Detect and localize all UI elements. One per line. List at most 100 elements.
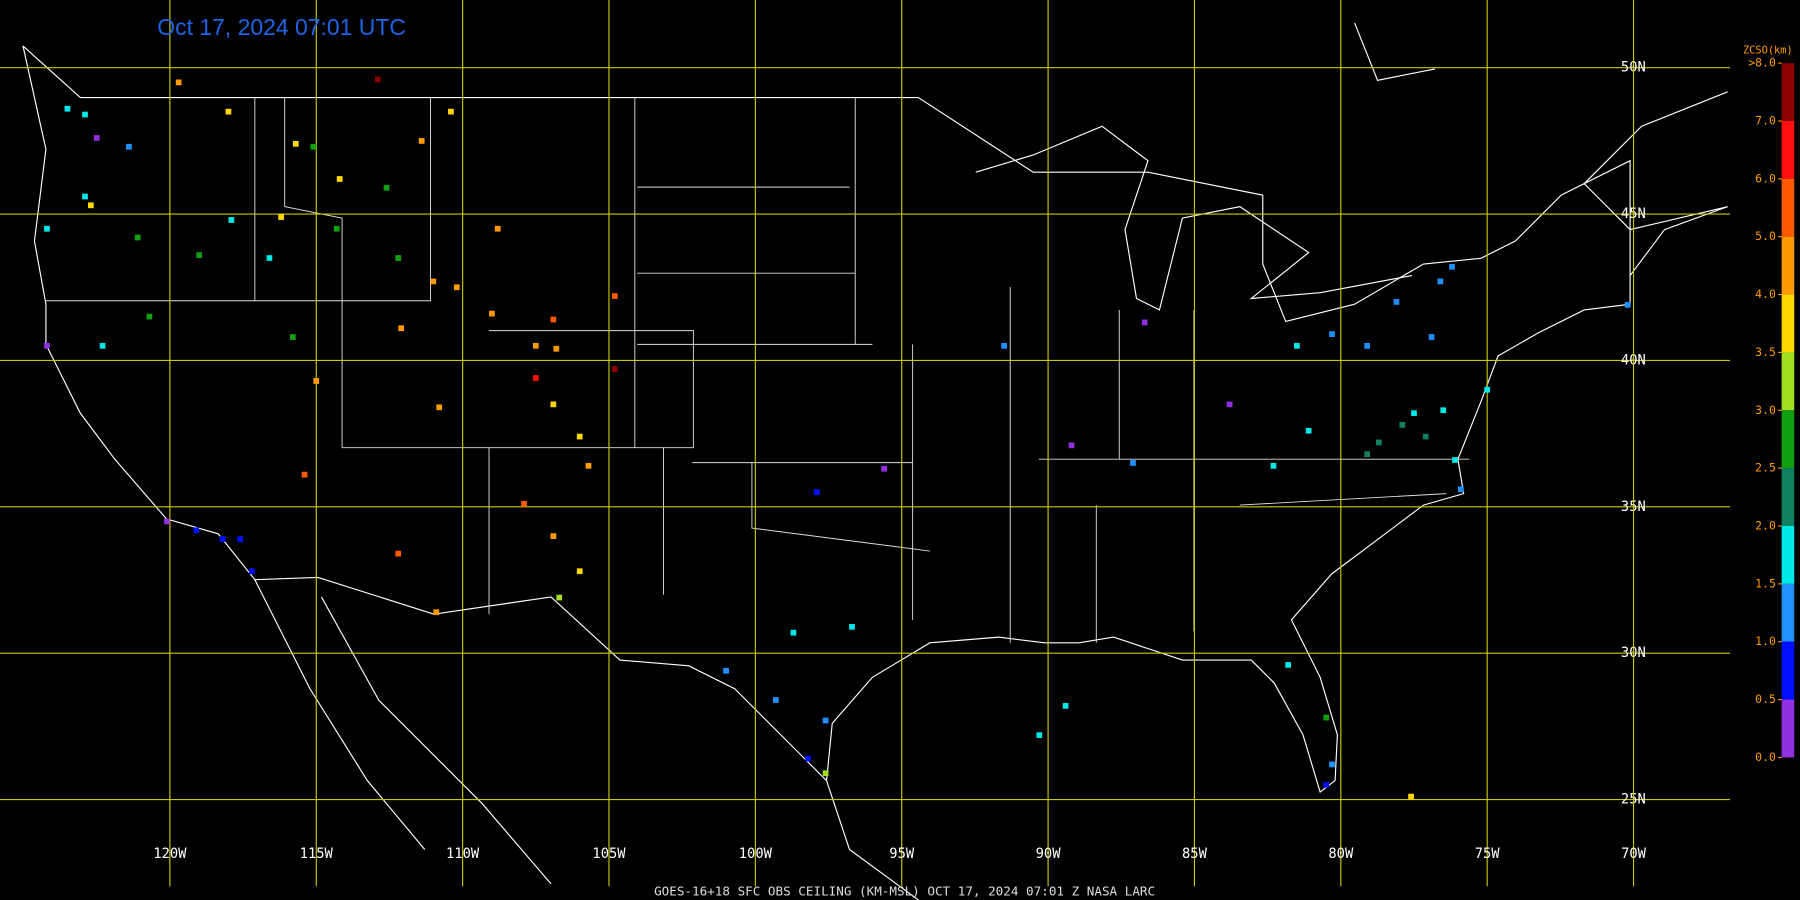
station-ob (790, 629, 797, 636)
station-ob (822, 717, 829, 724)
station-ob (225, 108, 232, 115)
station-ob (1323, 782, 1330, 788)
station-ob (248, 568, 255, 575)
station-ob (489, 310, 495, 317)
station-ob (1411, 410, 1417, 417)
station-ob (805, 755, 811, 762)
colorbar-segment (1781, 352, 1795, 411)
station-ob (82, 111, 88, 118)
station-ob (1440, 407, 1447, 414)
colorbar-title: ZCSO(km) (1743, 45, 1793, 57)
lon-label: 120W (153, 846, 187, 862)
station-ob (64, 105, 71, 112)
station-ob (1393, 299, 1400, 305)
colorbar-label: 4.0 (1755, 287, 1776, 301)
colorbar-segment (1781, 699, 1795, 758)
station-ob (44, 225, 50, 232)
station-ob (1130, 460, 1136, 466)
colorbar-segment (1781, 236, 1795, 295)
colorbar-label: 0.0 (1755, 750, 1776, 764)
station-ob (1141, 319, 1148, 326)
station-ob (1323, 714, 1330, 721)
station-ob (292, 140, 299, 147)
station-ob (576, 568, 583, 575)
station-ob (1624, 301, 1631, 308)
mexico-coast (254, 579, 919, 900)
station-ob (1364, 342, 1371, 349)
station-ob (278, 214, 285, 220)
station-ob (219, 536, 226, 542)
colorbar-segment (1781, 178, 1795, 237)
station-ob (1376, 439, 1382, 446)
state-borders (45, 97, 1470, 643)
station-ob (1062, 703, 1069, 709)
station-ob (1036, 732, 1043, 739)
us-outline (22, 45, 1728, 794)
lon-label: 100W (739, 846, 773, 862)
colorbar-segment (1781, 294, 1795, 353)
lon-label: 95W (889, 846, 915, 862)
station-ob (723, 667, 729, 674)
lon-label: 75W (1475, 846, 1501, 862)
station-ob (881, 465, 888, 472)
station-ob (1428, 334, 1435, 340)
colorbar-segment (1781, 410, 1795, 469)
lon-label: 110W (446, 846, 480, 862)
station-ob (1452, 457, 1458, 463)
station-ob (313, 378, 320, 384)
footer: GOES-16+18 SFC OBS CEILING (KM-MSL) OCT … (654, 883, 1155, 898)
station-ob (436, 404, 443, 411)
colorbar-segment (1781, 525, 1795, 584)
state-lines (45, 97, 1470, 643)
canada-border (22, 45, 1631, 323)
station-ob (1285, 662, 1291, 668)
station-ob (553, 345, 560, 352)
station-ob (453, 284, 460, 291)
station-ob (82, 193, 88, 200)
colorbar-label: 2.5 (1755, 461, 1776, 475)
station-ob (237, 536, 244, 542)
timestamp-title: Oct 17, 2024 07:01 UTC (157, 14, 406, 40)
station-ob (1001, 342, 1008, 349)
station-ob (1408, 793, 1414, 800)
colorbar-label: 2.0 (1755, 518, 1776, 532)
lon-label: 115W (300, 846, 334, 862)
station-ob (1422, 433, 1429, 440)
station-ob (336, 176, 343, 182)
station-ob (1329, 331, 1335, 337)
great-lakes (975, 125, 1413, 311)
station-ob (1329, 761, 1335, 768)
station-ob (93, 135, 100, 141)
station-ob (383, 184, 390, 191)
station-ob (99, 342, 106, 349)
station-ob (1484, 386, 1491, 393)
colorbar-label: 1.5 (1755, 576, 1776, 590)
station-ob (87, 202, 94, 209)
station-ob (585, 462, 592, 469)
colorbar-segment (1781, 120, 1795, 179)
station-ob (44, 342, 50, 349)
station-ob (395, 255, 402, 261)
station-ob (193, 527, 200, 534)
colorbar-label: 0.5 (1755, 692, 1776, 706)
station-ob (1226, 401, 1233, 408)
station-ob (1437, 278, 1444, 285)
colorbar-label: 3.0 (1755, 403, 1776, 417)
colorbar-label: 6.0 (1755, 171, 1776, 185)
station-ob (310, 143, 317, 150)
station-ob (1449, 263, 1455, 270)
lon-label: 90W (1036, 846, 1062, 862)
lon-label: 80W (1328, 846, 1354, 862)
station-ob (289, 334, 296, 340)
station-ob (822, 770, 829, 777)
colorbar-label: 7.0 (1755, 113, 1776, 127)
station-ob (418, 138, 425, 144)
colorbar-segment (1781, 468, 1795, 526)
station-ob (430, 278, 437, 285)
station-ob (175, 79, 182, 86)
colorbar-label: 5.0 (1755, 229, 1776, 243)
observations (44, 76, 1631, 800)
